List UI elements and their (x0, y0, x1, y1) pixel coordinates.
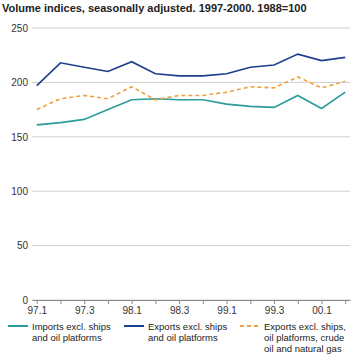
y-tick-label: 50 (17, 240, 29, 251)
legend-item: Exports excl. ships,oil platforms, crude… (240, 321, 346, 354)
legend-label: Imports excl. shipsand oil platforms (32, 321, 111, 343)
x-tick-mark (322, 300, 323, 304)
x-tick: 98.3 (170, 300, 190, 316)
x-tick: 97.3 (75, 300, 95, 316)
y-tick-label: 0 (22, 295, 28, 306)
y-tick: 50 (17, 240, 32, 251)
legend: Imports excl. shipsand oil platforms Expo… (8, 321, 346, 354)
x-tick-label: 98.3 (170, 305, 190, 316)
x-tick: 97.1 (28, 300, 48, 316)
legend-swatch (124, 325, 144, 327)
y-tick-label: 200 (11, 77, 28, 88)
y-tick: 200 (11, 77, 32, 88)
legend-item: Imports excl. shipsand oil platforms (8, 321, 111, 343)
x-tick-mark (227, 300, 228, 304)
x-tick-mark (345, 300, 346, 304)
x-tick-mark (60, 300, 61, 304)
legend-label: Exports excl. shipsand oil platforms (148, 321, 227, 343)
series-group (37, 54, 346, 125)
y-tick-label: 150 (11, 132, 28, 143)
x-tick-mark (108, 300, 109, 304)
grid-line (32, 136, 350, 137)
grid-line (32, 191, 350, 192)
y-tick: 250 (11, 23, 32, 34)
x-tick-mark (37, 300, 38, 304)
x-tick-mark (298, 300, 299, 304)
series-line (37, 77, 346, 110)
x-tick-mark (274, 300, 275, 304)
plot: 0 50 100 150 200 250 97.1 97.3 98.1 98.3 99.1 99.3 0… (11, 23, 350, 316)
y-tick: 100 (11, 186, 32, 197)
y-axis: 0 50 100 150 200 250 (11, 23, 32, 306)
y-tick-label: 100 (11, 186, 28, 197)
x-tick-label: 99.1 (217, 305, 237, 316)
x-tick: 99.1 (217, 300, 237, 316)
x-tick-label: 00.1 (312, 305, 332, 316)
legend-label: Exports excl. ships,oil platforms, crude… (264, 321, 346, 354)
x-tick-mark (250, 300, 251, 304)
series-line (37, 92, 346, 125)
x-tick-label: 99.3 (265, 305, 285, 316)
x-tick-label: 97.1 (28, 305, 48, 316)
y-axis-line (32, 29, 33, 301)
x-tick (345, 300, 346, 304)
x-tick-mark (132, 300, 133, 304)
x-tick: 99.3 (265, 300, 285, 316)
x-tick-mark (155, 300, 156, 304)
legend-item: Exports excl. shipsand oil platforms (124, 321, 227, 343)
grid-line (32, 300, 350, 301)
title: Volume indices, seasonally adjusted. 199… (2, 2, 307, 14)
x-tick-label: 98.1 (122, 305, 142, 316)
x-tick (155, 300, 156, 304)
chart: Volume indices, seasonally adjusted. 199… (0, 0, 356, 357)
x-tick (203, 300, 204, 304)
grid-line (32, 28, 350, 29)
grid (32, 28, 350, 300)
x-tick (298, 300, 299, 304)
x-tick-label: 97.3 (75, 305, 95, 316)
legend-swatch (240, 325, 260, 327)
series-line (37, 54, 346, 86)
y-tick: 0 (22, 295, 32, 306)
x-tick-mark (179, 300, 180, 304)
grid-line (32, 245, 350, 246)
x-tick: 00.1 (312, 300, 332, 316)
x-tick-mark (84, 300, 85, 304)
y-tick-label: 250 (11, 23, 28, 34)
y-tick: 150 (11, 132, 32, 143)
x-tick: 98.1 (122, 300, 142, 316)
x-axis-line (33, 300, 351, 301)
grid-line (32, 82, 350, 83)
x-tick-mark (203, 300, 204, 304)
x-tick (108, 300, 109, 304)
x-tick (60, 300, 61, 304)
legend-swatch (8, 325, 28, 327)
x-axis: 97.1 97.3 98.1 98.3 99.1 99.3 00.1 (28, 300, 351, 316)
x-tick (250, 300, 251, 304)
